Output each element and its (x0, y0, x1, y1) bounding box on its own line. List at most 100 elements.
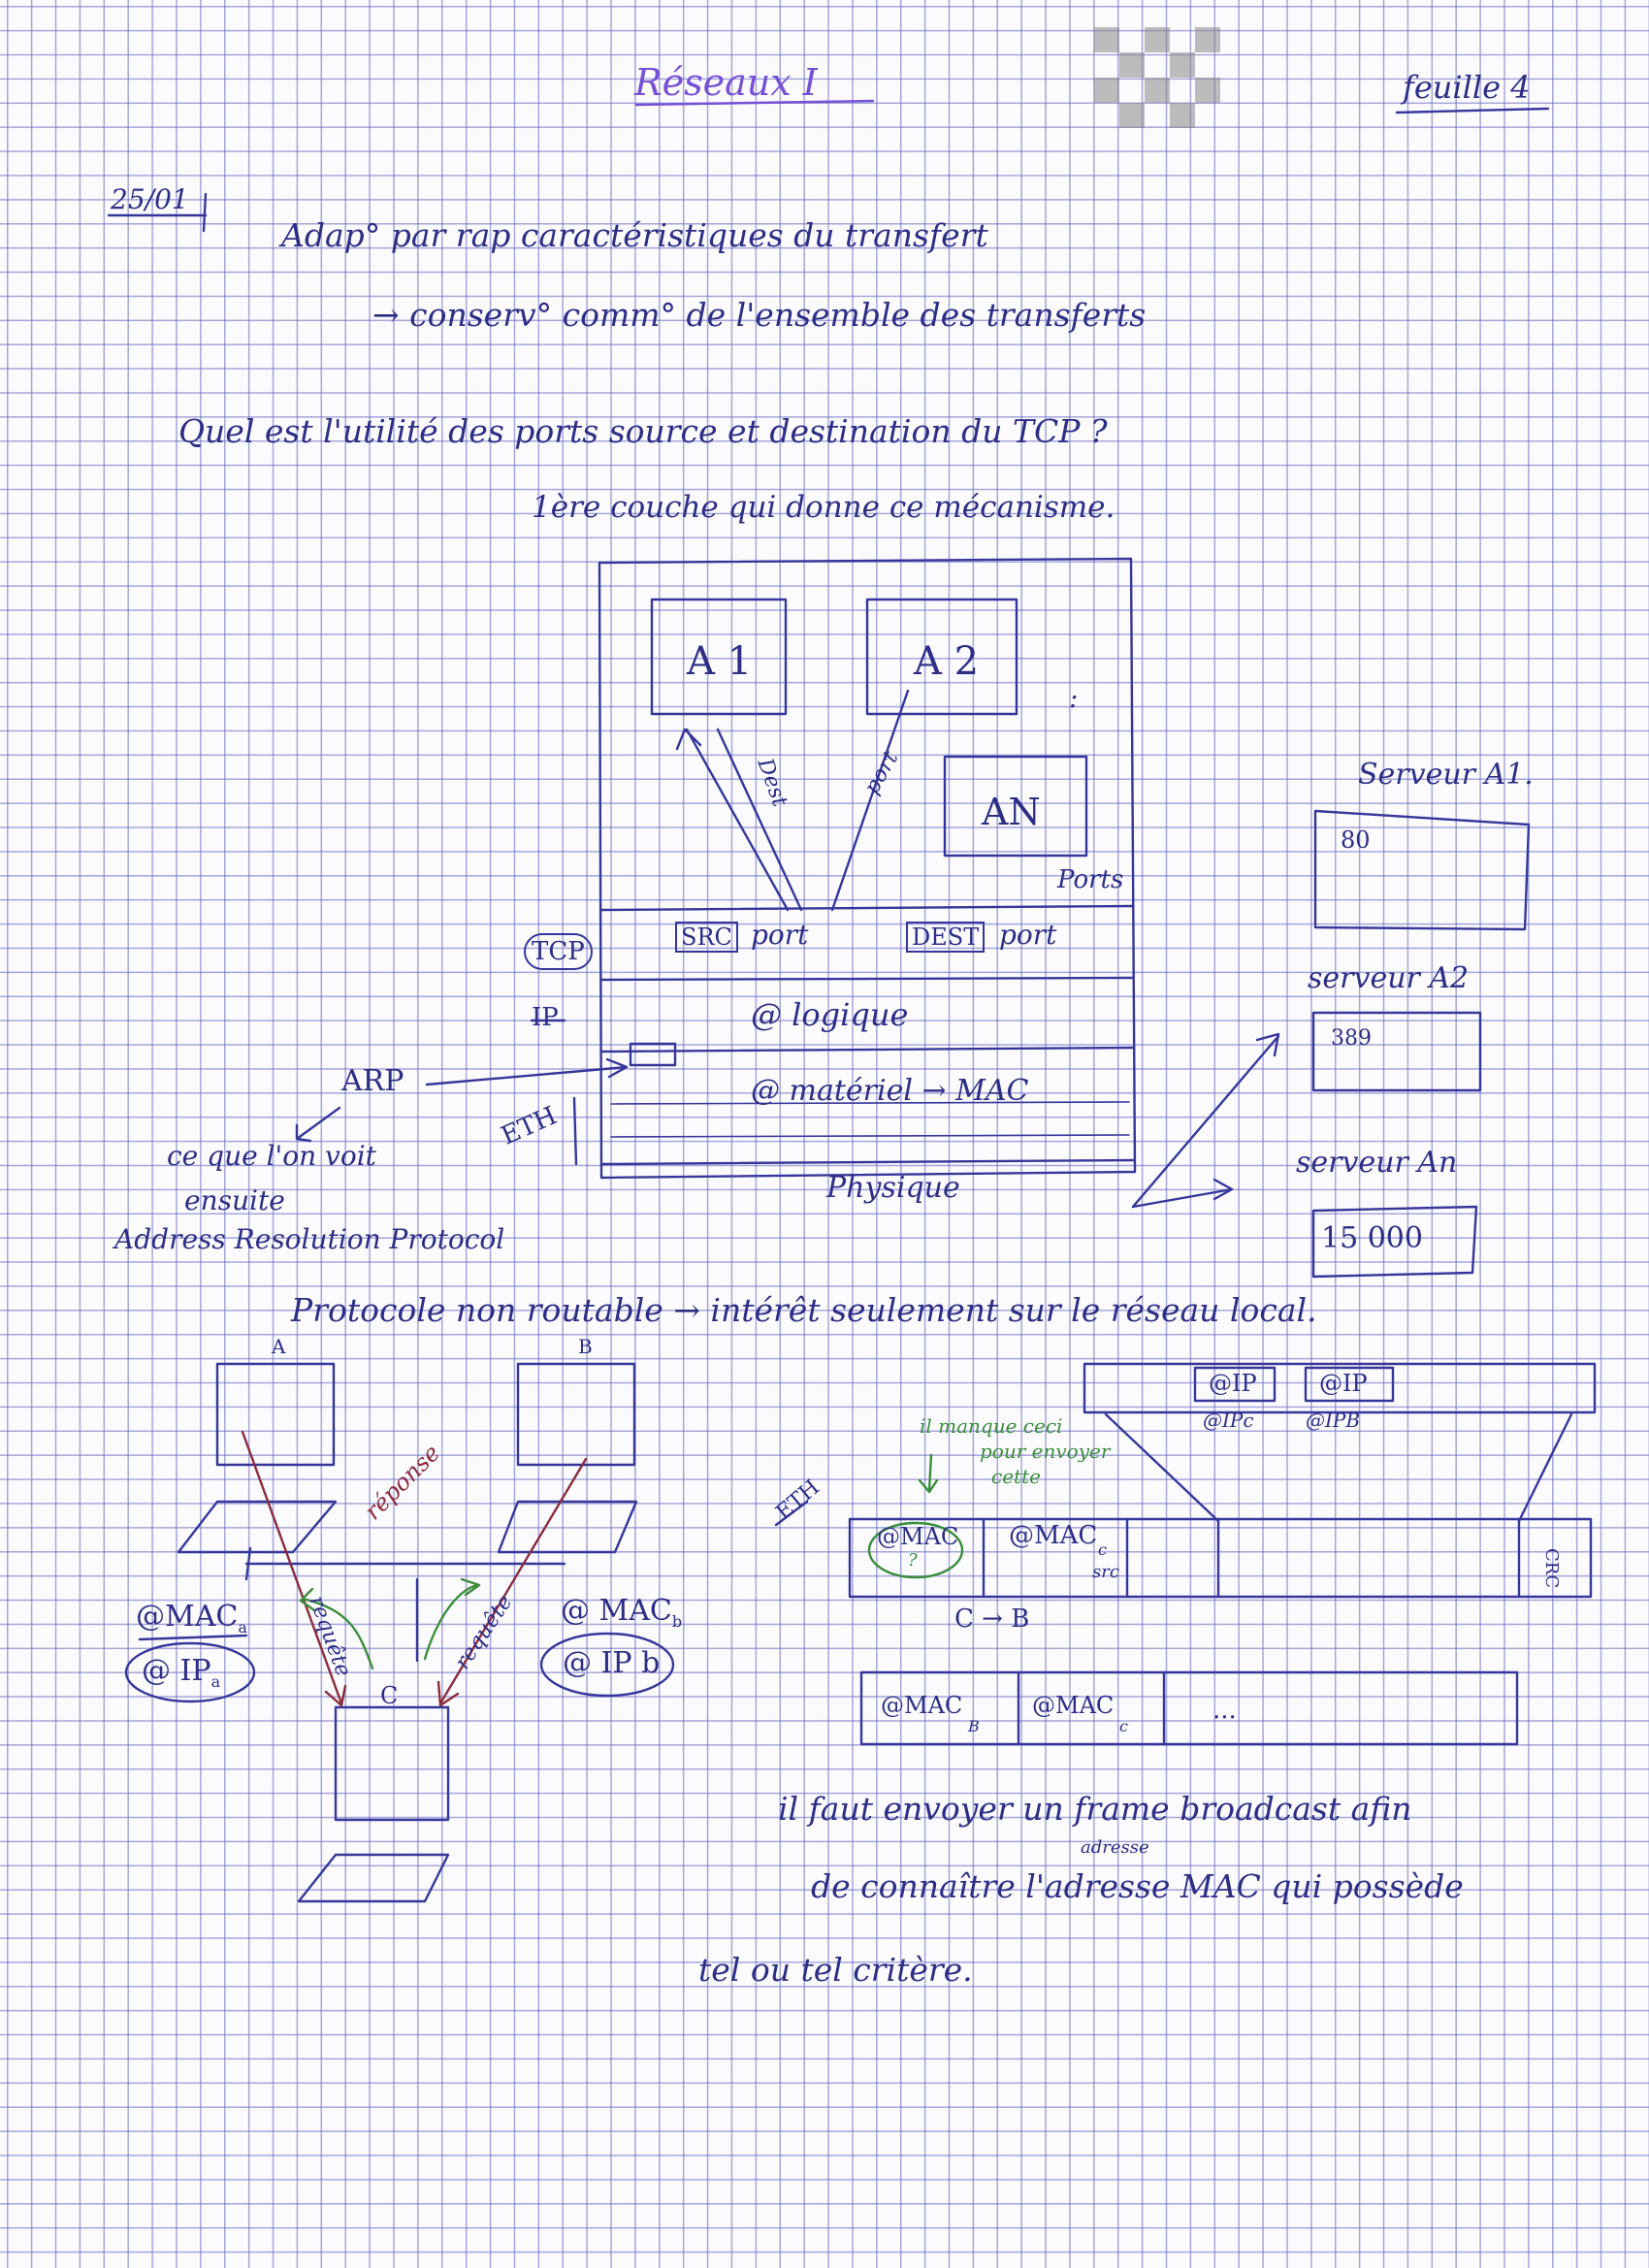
machine-b-box (516, 1362, 636, 1467)
ip-b-label: @ IP b (563, 1646, 661, 1680)
question: Quel est l'utilité des ports source et d… (178, 412, 1108, 450)
server-a1-port: 80 (1341, 826, 1371, 854)
eth-crc: CRC (1541, 1548, 1562, 1589)
eth-src-label: src (1092, 1562, 1119, 1582)
arrow-to-a2 (830, 689, 910, 912)
eth-bracket (572, 1096, 578, 1166)
arrow-to-server-an (1131, 1178, 1234, 1209)
layer-label-ip: IP (532, 1003, 559, 1032)
answer: 1ère couche qui donne ce mécanisme. (532, 490, 1116, 525)
layer-label-tcp: TCP (524, 933, 593, 970)
app-label-an: AN (982, 791, 1041, 833)
app-box-a2 (865, 598, 1018, 716)
ip-frame-box-1 (1193, 1366, 1277, 1403)
eth-label-underline (774, 1500, 809, 1527)
arrow-to-a1 (675, 728, 790, 912)
conclusion-line-1: il faut envoyer un frame broadcast afin (778, 1790, 1412, 1828)
ip-frame-field-1: @IP (1209, 1370, 1257, 1397)
ip-a-text: @ IP (142, 1654, 211, 1688)
arp-arrow (425, 1057, 629, 1086)
dest-port-label: port (999, 919, 1057, 951)
dest-mac-ellipse (867, 1521, 964, 1579)
eth-dest-mac-sub: ? (908, 1550, 918, 1571)
physical-layer: Physique (826, 1171, 960, 1205)
page-title: Réseaux I (634, 61, 818, 104)
mac-b-text: @ MAC (561, 1594, 672, 1628)
arrow-request-left (299, 1587, 374, 1670)
mac-a-text: @MAC (136, 1600, 239, 1634)
missing-note-2: pour envoyer (980, 1440, 1111, 1463)
conclusion-insert: adresse (1081, 1837, 1149, 1858)
eth-src-mac-sub: c (1098, 1540, 1107, 1559)
mac-b-label: @ MACb (561, 1597, 682, 1630)
reply-mac-c: @MAC (1032, 1692, 1115, 1719)
lan-bus (244, 1546, 566, 1663)
arp-label: ARP (341, 1064, 404, 1098)
arp-expansion: Address Resolution Protocol (114, 1223, 505, 1255)
machine-c-keyboard (297, 1853, 450, 1903)
reply-mac-b-sub: B (968, 1717, 980, 1735)
ports-label: Ports (1057, 865, 1124, 894)
machine-c-label: C (380, 1682, 399, 1709)
hardware-address: @ matériel → MAC (751, 1074, 1029, 1108)
server-a2-label: serveur A2 (1308, 961, 1470, 995)
arrow-request-b (436, 1457, 588, 1707)
app-label-a2: A 2 (914, 639, 980, 684)
reply-frame (859, 1670, 1519, 1746)
ip-frame-box-2 (1304, 1366, 1395, 1403)
tcp-layer-line (599, 904, 1135, 912)
eth-frame (848, 1517, 1593, 1599)
sheet-number: feuille 4 (1403, 69, 1531, 106)
note-line-2: → conserv° comm° de l'ensemble des trans… (372, 296, 1147, 334)
app-label-a1: A 1 (687, 639, 753, 684)
src-port-box: SRC (675, 922, 738, 953)
missing-note-1: il manque ceci (920, 1414, 1063, 1438)
ip-a-sub: a (210, 1672, 221, 1691)
arrow-reply (241, 1430, 347, 1707)
server-a1-label: Serveur A1. (1358, 758, 1534, 792)
eth-inner-line-1 (610, 1101, 1130, 1105)
direction-label: C → B (954, 1604, 1030, 1634)
arp-note-1: ce que l'on voit (167, 1140, 376, 1172)
server-a1-box (1313, 809, 1531, 931)
machine-a-label: A (272, 1335, 286, 1358)
machine-b-keyboard (497, 1500, 638, 1554)
sheet-underline (1395, 107, 1550, 114)
server-a2-port: 389 (1331, 1026, 1372, 1051)
ip-eth-line (599, 1046, 1135, 1053)
ip-a-label: @ IPa (142, 1657, 220, 1690)
arp-note-2: ensuite (184, 1184, 285, 1216)
mac-a-underline (138, 1634, 248, 1641)
eth-src-mac: @MAC (1009, 1521, 1098, 1550)
ip-layer-line (599, 976, 1135, 982)
more-apps-dots: : (1069, 682, 1079, 714)
eth-inner-line-2 (610, 1134, 1130, 1138)
title-underline (634, 99, 875, 107)
date: 25/01 (111, 183, 189, 215)
server-a2-box (1311, 1011, 1482, 1092)
src-port-label: port (751, 919, 809, 951)
dest-port-box: DEST (906, 922, 986, 953)
arrow-request-right (423, 1577, 481, 1661)
reply-mac-b: @MAC (881, 1692, 963, 1719)
ip-frame-sub-1: @IPc (1203, 1409, 1254, 1432)
machine-a-box (215, 1362, 336, 1467)
mac-a-label: @MACa (136, 1603, 247, 1636)
ip-b-ellipse (539, 1632, 675, 1698)
reply-ellipsis: ... (1212, 1696, 1237, 1725)
frame-funnel (1104, 1412, 1573, 1523)
arp-box (629, 1042, 677, 1067)
mac-b-sub: b (671, 1612, 683, 1631)
reply-mac-c-sub: c (1119, 1717, 1128, 1735)
conclusion-line-2: de connaître l'adresse MAC qui possède (811, 1867, 1464, 1905)
ip-frame-field-2: @IP (1319, 1370, 1368, 1397)
eth-dest-mac: @MAC (877, 1523, 959, 1550)
arrow-to-server-a2 (1131, 1032, 1280, 1209)
server-an-label: serveur An (1296, 1146, 1458, 1180)
machine-c-box (334, 1705, 450, 1822)
ip-a-ellipse (124, 1641, 256, 1703)
note-line-1: Adap° par rap caractéristiques du transf… (281, 216, 988, 254)
app-box-a1 (650, 598, 788, 716)
